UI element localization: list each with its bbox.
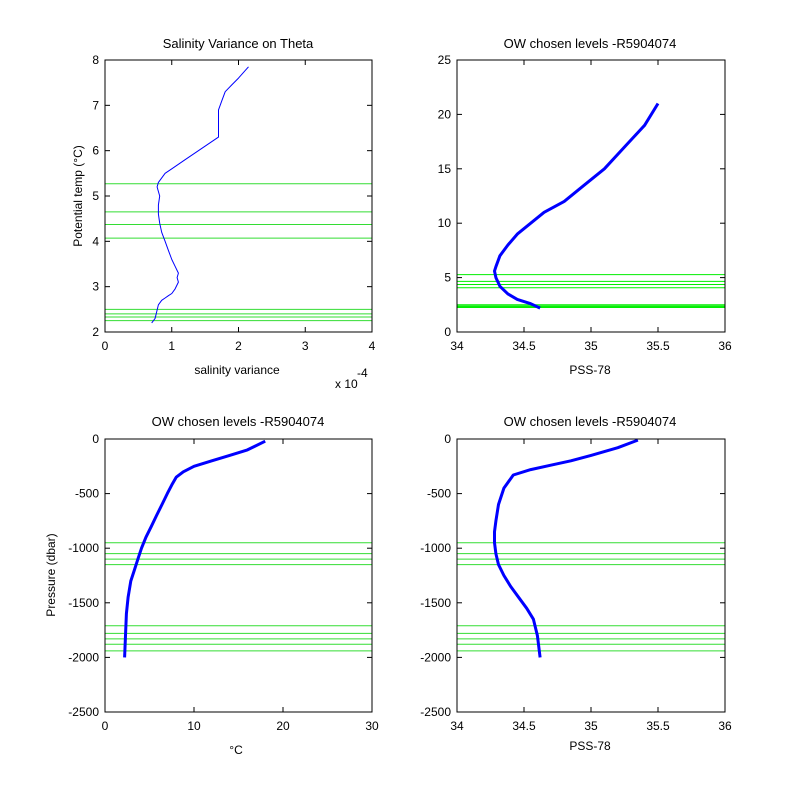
y-tick-label: 3 — [92, 280, 99, 294]
x-tick-label: 10 — [187, 719, 201, 733]
panel-3-title: OW chosen levels -R5904074 — [504, 414, 677, 429]
y-tick-label: -1000 — [68, 541, 99, 555]
y-tick-label: 8 — [92, 53, 99, 67]
y-tick-label: -2000 — [68, 650, 99, 664]
x-tick-label: 35 — [584, 719, 598, 733]
axes-box — [104, 438, 373, 713]
panel-2-ylabel: Pressure (dbar) — [44, 533, 58, 616]
x-tick-label: 34 — [450, 339, 464, 353]
x-tick-label: 35 — [584, 339, 598, 353]
x-tick-label: 36 — [718, 719, 732, 733]
panel-0-ylabel: Potential temp (°C) — [71, 145, 85, 247]
panel-3-xlabel: PSS-78 — [569, 739, 611, 753]
y-tick-label: 10 — [438, 216, 452, 230]
y-tick-label: 7 — [92, 98, 99, 112]
y-tick-label: -2000 — [420, 650, 451, 664]
x-tick-label: 2 — [235, 339, 242, 353]
y-tick-label: 5 — [444, 271, 451, 285]
axes-box — [456, 59, 726, 333]
series-line — [123, 439, 266, 658]
panel-2-title: OW chosen levels -R5904074 — [152, 414, 325, 429]
panel-2-xlabel: °C — [229, 743, 243, 757]
panel-pressure-salinity: OW chosen levels -R5904074 PSS-78 34 34.5… — [420, 414, 732, 753]
y-tick-label: -1000 — [420, 541, 451, 555]
y-tick-label: 0 — [92, 432, 99, 446]
y-tick-label: -500 — [75, 487, 99, 501]
panel-0-xlabel: salinity variance — [194, 363, 280, 377]
x-tick-label: 34 — [450, 719, 464, 733]
series-line — [151, 66, 249, 324]
panel-0-x-exponent: -4 — [357, 366, 368, 380]
series-line — [493, 438, 639, 658]
x-tick-label: 4 — [369, 339, 376, 353]
y-tick-label: 20 — [438, 107, 452, 121]
y-tick-label: 2 — [92, 325, 99, 339]
axes-box — [456, 438, 726, 713]
y-tick-label: 0 — [444, 325, 451, 339]
y-tick-label: -500 — [427, 487, 451, 501]
y-tick-label: -2500 — [68, 705, 99, 719]
x-tick-label: 1 — [168, 339, 175, 353]
y-tick-label: 6 — [92, 144, 99, 158]
x-tick-label: 20 — [276, 719, 290, 733]
x-tick-label: 35.5 — [646, 719, 670, 733]
x-tick-label: 35.5 — [646, 339, 670, 353]
panel-salinity-variance: Salinity Variance on Theta salinity vari… — [71, 36, 376, 391]
panel-1-xlabel: PSS-78 — [569, 363, 611, 377]
y-tick-label: 4 — [92, 234, 99, 248]
x-tick-label: 3 — [302, 339, 309, 353]
y-tick-label: -2500 — [420, 705, 451, 719]
y-tick-label: -1500 — [68, 596, 99, 610]
x-tick-label: 34.5 — [512, 339, 536, 353]
x-tick-label: 30 — [365, 719, 379, 733]
y-tick-label: 0 — [444, 432, 451, 446]
axes-box — [104, 59, 373, 333]
y-tick-label: 5 — [92, 189, 99, 203]
series-line — [493, 102, 660, 310]
panel-0-title: Salinity Variance on Theta — [163, 36, 314, 51]
panel-0-x-exponent-label: x 10 — [335, 377, 358, 391]
panel-pressure-temperature: OW chosen levels -R5904074 °C Pressure (… — [44, 414, 379, 757]
x-tick-label: 34.5 — [512, 719, 536, 733]
panel-1-title: OW chosen levels -R5904074 — [504, 36, 677, 51]
panel-theta-salinity: OW chosen levels -R5904074 PSS-78 34 34.5… — [438, 36, 732, 377]
y-tick-label: 25 — [438, 53, 452, 67]
x-tick-label: 36 — [718, 339, 732, 353]
x-tick-label: 0 — [102, 339, 109, 353]
x-tick-label: 0 — [102, 719, 109, 733]
y-tick-label: -1500 — [420, 596, 451, 610]
y-tick-label: 15 — [438, 162, 452, 176]
